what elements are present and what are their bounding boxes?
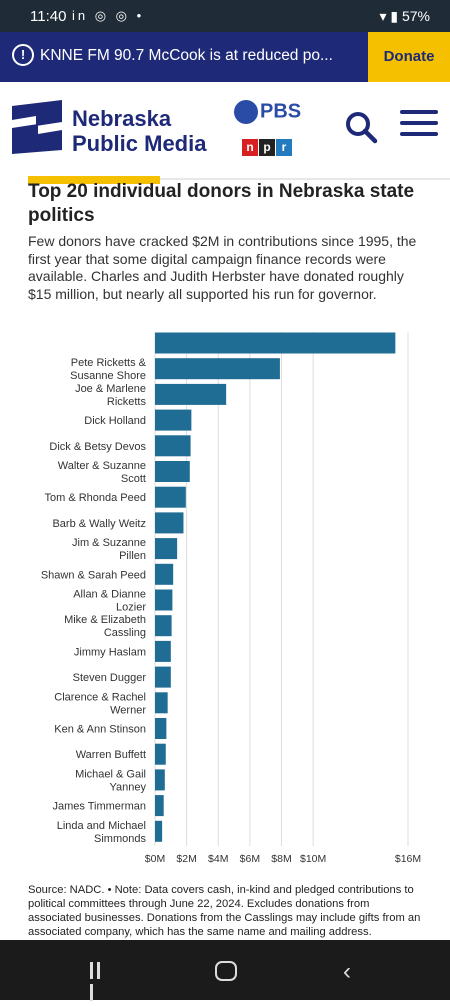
category-label: Steven Dugger xyxy=(73,672,147,684)
bar[interactable] xyxy=(155,640,171,662)
x-tick-label: $6M xyxy=(240,853,260,865)
category-label: Ken & Ann Stinson xyxy=(54,724,146,736)
x-tick-label: $0M xyxy=(145,853,165,865)
section-accent-bar xyxy=(28,176,160,184)
category-label: Tom & Rhonda Peed xyxy=(44,492,146,504)
bar[interactable] xyxy=(155,589,173,611)
notification-icons: in ◎ ◎ • xyxy=(72,8,145,23)
bar[interactable] xyxy=(155,332,396,354)
back-icon[interactable]: ‹ xyxy=(343,958,351,985)
chart-title: Top 20 individual donors in Nebraska sta… xyxy=(28,181,415,226)
category-label: Shawn & Sarah Peed xyxy=(41,569,146,581)
category-label: Clarence & Rachel Werner xyxy=(54,691,146,716)
bar[interactable] xyxy=(155,409,192,431)
chart-subtitle: Few donors have cracked $2M in contribut… xyxy=(28,233,417,302)
category-label: Allan & Dianne Lozier xyxy=(73,589,146,614)
bar[interactable] xyxy=(155,743,166,765)
category-label: Joe & Marlene Ricketts xyxy=(75,383,146,408)
pbs-logo[interactable]: PBS xyxy=(234,100,301,124)
bar[interactable] xyxy=(155,486,186,508)
brand-line-2: Public Media xyxy=(72,131,207,156)
bar[interactable] xyxy=(155,769,165,791)
brand-name[interactable]: Nebraska Public Media xyxy=(72,106,206,156)
category-label: Barb & Wally Weitz xyxy=(52,518,146,530)
category-label: Pete Ricketts & Susanne Shore xyxy=(70,357,146,382)
status-bar: 11:40 in ◎ ◎ • ▾ ▮ 57% xyxy=(0,0,450,32)
category-label: Dick Holland xyxy=(84,415,146,427)
bar[interactable] xyxy=(155,692,168,714)
home-icon[interactable] xyxy=(215,961,237,981)
hamburger-menu-icon[interactable] xyxy=(400,110,438,142)
brand-line-1: Nebraska xyxy=(72,106,172,131)
x-tick-label: $4M xyxy=(208,853,228,865)
bar[interactable] xyxy=(155,563,174,585)
pbs-head-icon xyxy=(234,100,258,124)
bar[interactable] xyxy=(155,795,164,817)
category-label: Jimmy Haslam xyxy=(74,646,146,658)
alert-message[interactable]: KNNE FM 90.7 McCook is at reduced po... xyxy=(40,47,333,64)
chart-source-note: Source: NADC. • Note: Data covers cash, … xyxy=(28,884,421,938)
nebraska-public-media-logo-icon[interactable] xyxy=(12,100,64,154)
category-label: Linda and Michael Simmonds xyxy=(57,820,147,845)
category-label: James Timmerman xyxy=(52,801,146,813)
recent-apps-icon[interactable] xyxy=(90,962,110,1001)
bar[interactable] xyxy=(155,383,227,405)
bar[interactable] xyxy=(155,461,190,482)
category-label: Walter & Suzanne Scott xyxy=(58,460,146,485)
category-label: Warren Buffett xyxy=(76,749,146,761)
bar[interactable] xyxy=(155,538,178,560)
wifi-icon: ▾ ▮ xyxy=(379,8,399,24)
x-tick-label: $2M xyxy=(176,853,196,865)
pbs-label: PBS xyxy=(260,100,302,123)
android-nav-bar: ‹ xyxy=(0,940,450,1001)
donors-bar-chart: $0M $2M $4M $6M $8M $10M $16M Pete Ricketts & Su… xyxy=(41,332,421,865)
bar[interactable] xyxy=(155,718,167,739)
bar[interactable] xyxy=(155,512,184,534)
alert-icon: ! xyxy=(12,44,34,66)
x-tick-label: $10M xyxy=(300,853,326,865)
bar[interactable] xyxy=(155,666,171,688)
search-icon[interactable] xyxy=(344,110,378,144)
npr-letter-r: r xyxy=(276,139,292,156)
category-label: Jim & Suzanne Pillen xyxy=(72,537,146,562)
category-label: Dick & Betsy Devos xyxy=(49,441,146,453)
x-tick-label: $16M xyxy=(395,853,421,865)
clock: 11:40 xyxy=(30,8,67,25)
donate-button[interactable]: Donate xyxy=(368,32,450,82)
category-label: Michael & Gail Yanney xyxy=(75,768,146,793)
bar[interactable] xyxy=(155,820,163,842)
alert-banner[interactable]: ! KNNE FM 90.7 McCook is at reduced po..… xyxy=(0,32,450,82)
category-label: Mike & Elizabeth Cassling xyxy=(64,614,146,639)
bar[interactable] xyxy=(155,435,191,457)
x-tick-label: $8M xyxy=(271,853,291,865)
bar[interactable] xyxy=(155,615,172,637)
bar[interactable] xyxy=(155,358,280,380)
npr-letter-p: p xyxy=(259,139,275,156)
battery-text: 57% xyxy=(401,8,430,24)
battery-level: ▾ ▮ 57% xyxy=(379,8,430,25)
section-divider xyxy=(160,178,450,180)
npr-letter-n: n xyxy=(242,139,258,156)
